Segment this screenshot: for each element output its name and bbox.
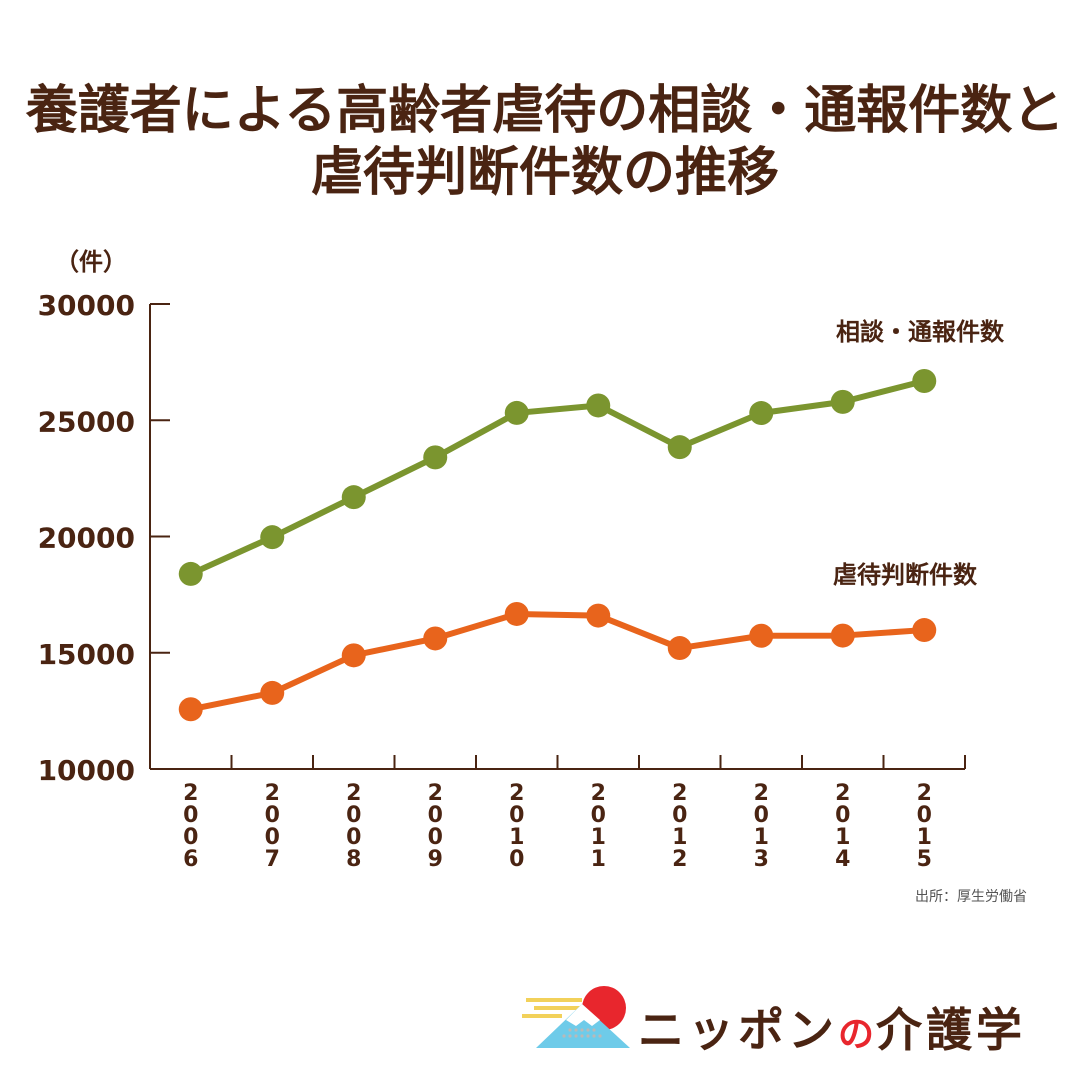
series-1-point xyxy=(912,369,937,394)
series-1-point xyxy=(830,389,855,414)
series-2-point xyxy=(423,626,448,651)
series-2-point xyxy=(912,618,937,643)
series-1-point xyxy=(341,485,366,510)
series-2-point xyxy=(586,603,611,628)
series-1-point xyxy=(260,525,285,550)
series-1-point xyxy=(504,400,529,425)
series-1-point xyxy=(178,561,203,586)
series-2-point xyxy=(341,643,366,668)
brand-name-pre: ニッポン xyxy=(638,1003,838,1057)
source-note: 出所：厚生労働省 xyxy=(915,889,1027,905)
series-1-point xyxy=(423,445,448,470)
chart-title-line1: 養護者による高齢者虐待の相談・通報件数と xyxy=(25,81,1065,141)
y-tick-label: 30000 xyxy=(38,289,135,322)
brand-name: ニッポンの介護学 xyxy=(638,994,1026,1060)
series-1-point xyxy=(749,401,774,426)
series-2-point xyxy=(667,636,692,661)
y-tick-label: 25000 xyxy=(38,405,135,438)
series-1-point xyxy=(667,435,692,460)
series-label-1: 相談・通報件数 xyxy=(836,318,1005,346)
y-axis-unit-label: （件） xyxy=(55,248,127,276)
series-line-2 xyxy=(187,610,928,713)
y-tick-label: 15000 xyxy=(38,638,135,671)
y-tick-label: 10000 xyxy=(38,754,135,787)
brand-logo-block: ニッポンの介護学 xyxy=(520,980,1080,1060)
series-label-2: 虐待判断件数 xyxy=(833,561,978,589)
mount-fuji-sun-icon xyxy=(522,986,630,1048)
brand-name-post: 介護学 xyxy=(876,1003,1027,1057)
series-2-point xyxy=(178,697,203,722)
series-1-point xyxy=(586,393,611,418)
series-2-point xyxy=(749,623,774,648)
chart-title-line2: 虐待判断件数の推移 xyxy=(310,143,779,203)
series-2-point xyxy=(504,601,529,626)
series-2-point xyxy=(830,623,855,648)
brand-name-no: の xyxy=(838,1014,877,1055)
y-tick-label: 20000 xyxy=(38,522,135,555)
series-line-1 xyxy=(187,378,928,577)
series-2-point xyxy=(260,680,285,705)
